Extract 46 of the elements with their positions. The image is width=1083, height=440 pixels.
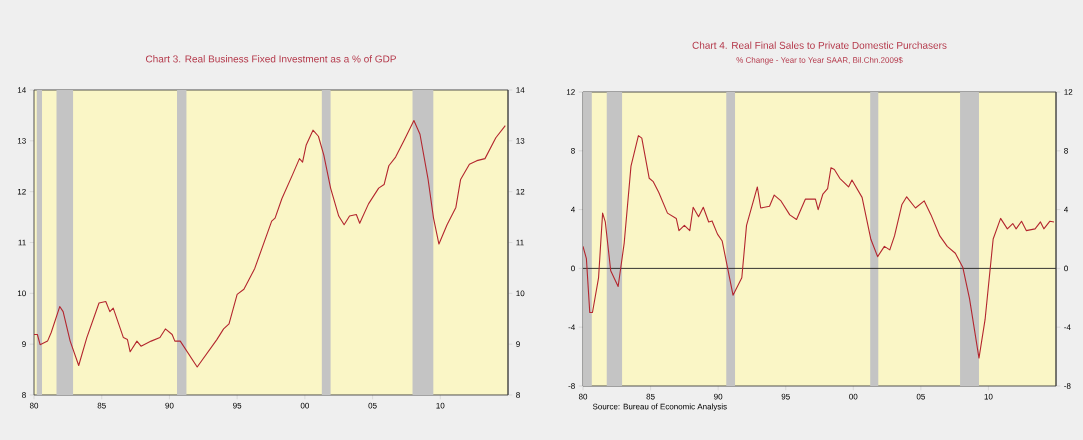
y-tick-label: 10 <box>17 290 26 297</box>
line-series <box>34 119 506 368</box>
y-tick-label: 12 <box>17 188 26 195</box>
y-tick-label: -4 <box>568 324 575 330</box>
y2-tick-label: 12 <box>516 188 525 195</box>
x-tick-label: 85 <box>97 402 106 409</box>
y-tick-label: 12 <box>566 89 575 95</box>
source-note: Source: Bureau of Economic Analysis <box>592 403 727 411</box>
y2-tick-label: 12 <box>1064 89 1073 95</box>
x-tick-label: 90 <box>714 393 723 400</box>
chart-subtitle: % Change - Year to Year SAAR, Bil.Chn.2009$ <box>736 56 903 65</box>
y2-tick-label: 11 <box>516 239 524 246</box>
y-tick-label: 0 <box>571 265 575 272</box>
y-tick-label: 8 <box>22 392 26 398</box>
x-tick-label: 05 <box>368 402 377 409</box>
y-tick-label: -8 <box>568 383 575 389</box>
y-tick-label: 11 <box>18 239 26 246</box>
x-tick-label: 05 <box>916 393 925 400</box>
y-tick-label: 4 <box>570 206 575 213</box>
y2-tick-label: 10 <box>516 290 525 297</box>
y2-tick-label: -8 <box>1064 383 1071 389</box>
line-series <box>583 135 1055 359</box>
y2-tick-label: 4 <box>1064 206 1069 213</box>
x-tick-label: 80 <box>29 402 39 409</box>
y2-tick-label: 8 <box>516 392 520 398</box>
y-tick-label: 8 <box>571 147 575 154</box>
x-tick-label: 85 <box>646 393 655 400</box>
y-tick-label: 14 <box>17 87 26 93</box>
chart-title: Chart 4. Real Final Sales to Private Domestic Purchasers <box>692 41 947 49</box>
y2-tick-label: 9 <box>516 341 520 347</box>
x-tick-label: 10 <box>984 393 993 400</box>
y2-tick-label: 8 <box>1064 147 1068 154</box>
x-tick-label: 90 <box>165 402 174 409</box>
y2-tick-label: 13 <box>516 138 525 144</box>
x-tick-label: 95 <box>781 393 790 400</box>
y2-tick-label: -4 <box>1064 324 1071 330</box>
y-tick-label: 13 <box>17 138 26 144</box>
x-tick-label: 95 <box>233 402 242 409</box>
x-tick-label: 00 <box>300 402 309 409</box>
x-tick-label: 00 <box>849 393 858 400</box>
x-tick-label: 10 <box>436 402 445 409</box>
y2-tick-label: 0 <box>1064 265 1068 272</box>
x-tick-label: 80 <box>578 393 588 400</box>
y-tick-label: 9 <box>22 341 26 347</box>
chart-title: Chart 3. Real Business Fixed Investment as a % of GDP <box>145 55 396 63</box>
y2-tick-label: 14 <box>516 87 525 93</box>
